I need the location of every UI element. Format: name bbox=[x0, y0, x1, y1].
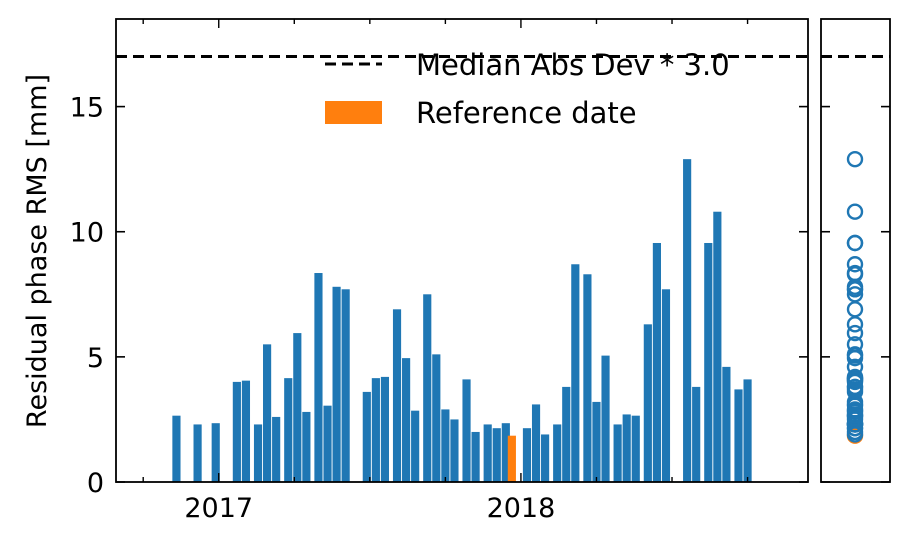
point bbox=[846, 381, 864, 398]
main-plot-frame bbox=[115, 18, 809, 483]
point bbox=[846, 324, 864, 342]
point bbox=[846, 203, 864, 220]
bar bbox=[332, 286, 341, 482]
bar bbox=[211, 423, 220, 482]
bar bbox=[501, 423, 510, 482]
point bbox=[846, 347, 864, 364]
bar bbox=[683, 159, 692, 482]
legend-reference-label: Reference date bbox=[416, 96, 637, 130]
y-axis-label: Residual phase RMS [mm] bbox=[22, 74, 53, 428]
side-plot-frame bbox=[820, 18, 891, 483]
bar bbox=[522, 428, 532, 482]
x-axis-ticks: 2017 2018 bbox=[142, 19, 749, 524]
bar bbox=[553, 424, 562, 482]
bar bbox=[371, 378, 380, 482]
bar bbox=[193, 424, 202, 482]
bar bbox=[492, 428, 501, 482]
bar bbox=[541, 434, 550, 482]
bar bbox=[483, 424, 492, 482]
bar bbox=[661, 289, 671, 482]
bar bbox=[613, 424, 622, 482]
side-scatter-plot bbox=[820, 18, 891, 483]
bar bbox=[380, 376, 390, 482]
legend-reference-swatch bbox=[325, 101, 382, 124]
bar bbox=[323, 405, 332, 482]
bar bbox=[631, 415, 640, 482]
point bbox=[846, 301, 864, 318]
bar bbox=[601, 355, 610, 482]
bar bbox=[263, 344, 272, 482]
legend-threshold-label: Median Abs Dev * 3.0 bbox=[416, 48, 730, 82]
bar bbox=[734, 389, 743, 482]
point bbox=[846, 316, 864, 333]
x-tick-label: 2018 bbox=[487, 493, 556, 524]
bar bbox=[341, 289, 350, 482]
bar bbox=[643, 324, 652, 482]
bar bbox=[531, 404, 541, 482]
reference-bar bbox=[507, 435, 516, 482]
points-group bbox=[846, 150, 864, 444]
bar bbox=[713, 211, 722, 482]
bar bbox=[411, 410, 420, 482]
bar bbox=[232, 381, 241, 482]
bar bbox=[402, 358, 411, 482]
bar bbox=[362, 391, 371, 482]
point bbox=[846, 150, 864, 168]
bar bbox=[743, 379, 752, 482]
point bbox=[846, 281, 864, 298]
bar bbox=[314, 273, 323, 482]
bar bbox=[423, 294, 432, 482]
point bbox=[846, 358, 864, 376]
bar bbox=[583, 274, 592, 482]
point bbox=[846, 256, 864, 273]
bar bbox=[253, 424, 263, 482]
legend: Median Abs Dev * 3.0 Reference date bbox=[325, 48, 730, 130]
y-tick-label: 0 bbox=[87, 468, 104, 499]
bar bbox=[571, 264, 580, 482]
bar bbox=[704, 242, 713, 482]
bar bbox=[562, 386, 571, 482]
bar bbox=[592, 401, 601, 482]
x-tick-label: 2017 bbox=[184, 493, 253, 524]
bar bbox=[302, 411, 311, 482]
bars-group bbox=[172, 159, 752, 482]
y-tick-label: 5 bbox=[87, 343, 104, 374]
y-tick-label: 10 bbox=[70, 218, 104, 249]
point bbox=[846, 407, 864, 424]
bar bbox=[293, 333, 302, 482]
point bbox=[846, 416, 864, 433]
point bbox=[846, 234, 864, 252]
bar bbox=[441, 409, 450, 482]
bar bbox=[432, 354, 441, 482]
bar bbox=[272, 416, 281, 482]
bar bbox=[450, 419, 459, 482]
point bbox=[846, 426, 864, 443]
bar bbox=[172, 415, 181, 482]
bar bbox=[392, 309, 402, 482]
bar bbox=[722, 366, 731, 482]
bar bbox=[284, 378, 293, 482]
y-axis-ticks: 0 5 10 15 bbox=[70, 93, 808, 499]
main-bar-plot: 0 5 10 15 2017 2018 bbox=[70, 18, 809, 524]
point bbox=[846, 286, 864, 303]
bar bbox=[471, 431, 480, 482]
point bbox=[846, 371, 864, 388]
bar bbox=[241, 380, 251, 482]
bar bbox=[622, 414, 631, 482]
y-tick-label: 15 bbox=[70, 93, 104, 124]
bar bbox=[692, 386, 701, 482]
bar bbox=[652, 242, 661, 482]
bar bbox=[462, 379, 471, 482]
